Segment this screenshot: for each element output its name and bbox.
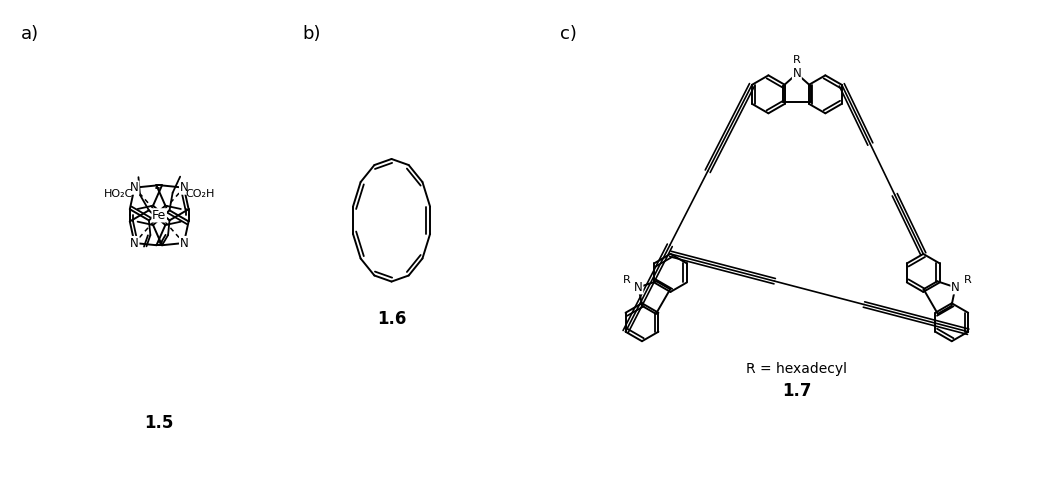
Text: N: N <box>951 281 960 294</box>
Text: 1.5: 1.5 <box>145 414 173 432</box>
Text: 1.6: 1.6 <box>377 310 407 328</box>
Text: c): c) <box>559 24 577 42</box>
Text: HO₂C: HO₂C <box>104 189 133 199</box>
Text: N: N <box>792 67 801 80</box>
Text: N: N <box>130 237 139 249</box>
Text: R: R <box>794 55 801 65</box>
Text: R: R <box>964 275 971 285</box>
Text: a): a) <box>21 24 39 42</box>
Text: N: N <box>130 181 139 194</box>
Text: N: N <box>180 181 188 194</box>
Text: R = hexadecyl: R = hexadecyl <box>746 362 847 376</box>
Text: N: N <box>634 281 643 294</box>
Text: b): b) <box>303 24 321 42</box>
Text: Fe: Fe <box>152 209 166 222</box>
Text: N: N <box>180 237 188 249</box>
Text: 1.7: 1.7 <box>782 382 811 400</box>
Text: CO₂H: CO₂H <box>185 188 214 199</box>
Text: R: R <box>622 275 631 285</box>
